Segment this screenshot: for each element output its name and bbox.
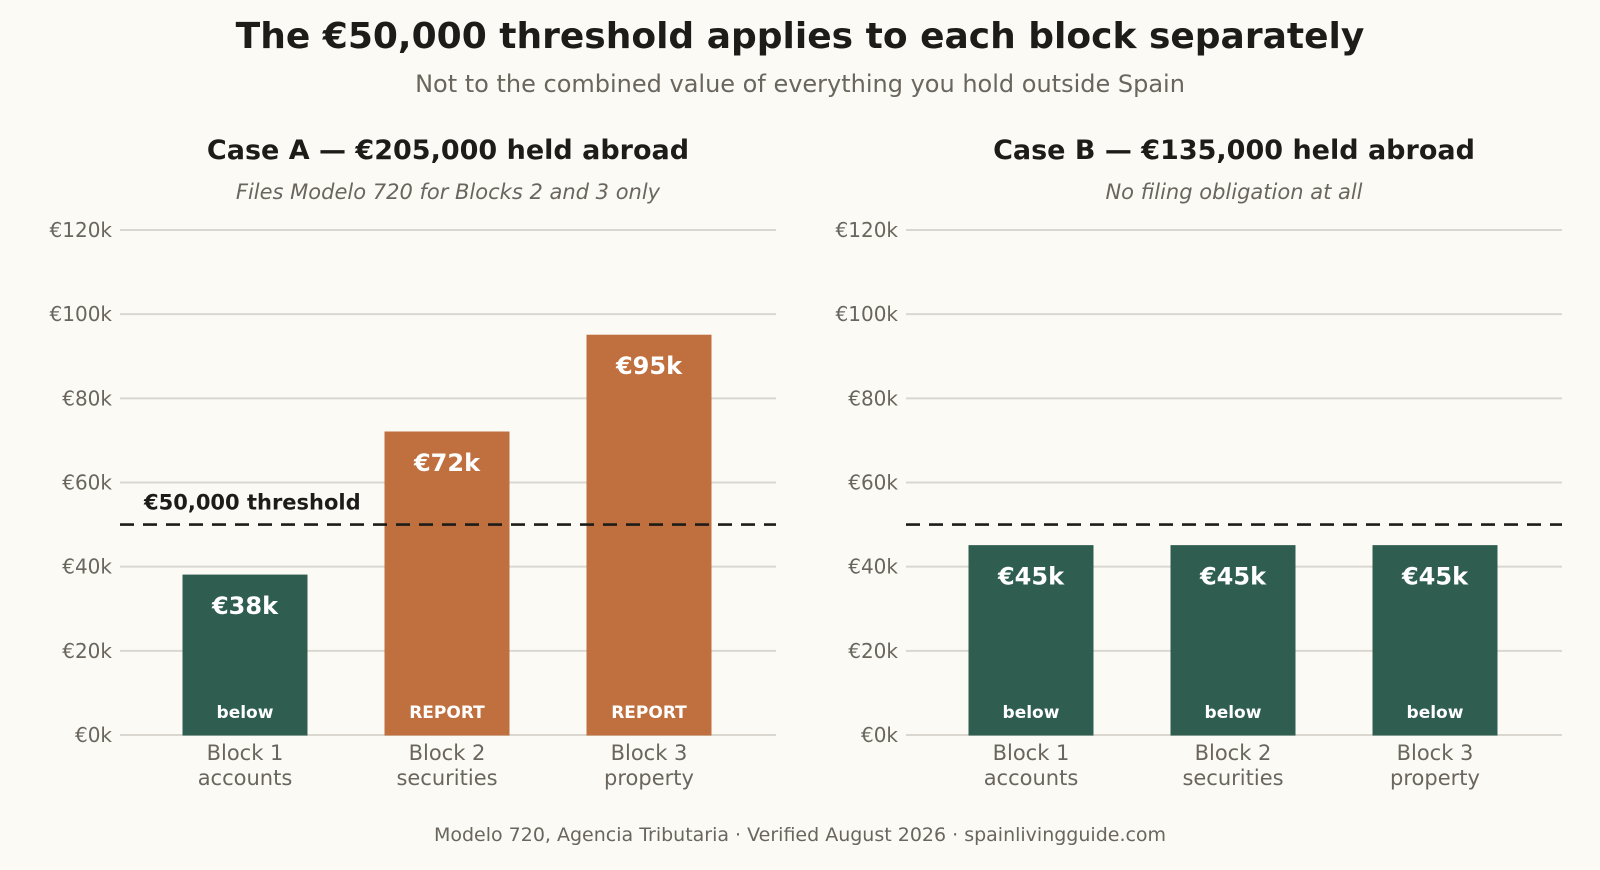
bar-3 — [1372, 545, 1498, 736]
bar-status-label: REPORT — [611, 703, 687, 723]
bar-status-label: below — [217, 703, 274, 723]
y-tick-label: €0k — [75, 723, 112, 747]
bar-value-label: €95k — [615, 352, 683, 380]
chart-subtitle: Not to the combined value of everything … — [415, 70, 1185, 98]
x-category-label: Block 1 — [993, 741, 1070, 765]
y-tick-label: €20k — [848, 639, 898, 663]
x-category-label: Block 1 — [207, 741, 284, 765]
threshold-label: €50,000 threshold — [143, 491, 361, 515]
y-tick-label: €80k — [62, 386, 112, 410]
x-category-sublabel: property — [1390, 766, 1480, 790]
x-category-sublabel: accounts — [198, 766, 293, 790]
bar-status-label: REPORT — [409, 703, 485, 723]
bar-value-label: €45k — [1199, 563, 1267, 591]
x-category-sublabel: securities — [1182, 766, 1283, 790]
x-category-sublabel: accounts — [984, 766, 1079, 790]
bar-value-label: €38k — [211, 592, 279, 620]
x-category-label: Block 2 — [409, 741, 486, 765]
chart-panel-a: Case A — €205,000 held abroad Files Model… — [50, 135, 776, 790]
source-footer: Modelo 720, Agencia Tributaria · Verifie… — [433, 824, 1167, 846]
panel-subtitle: Files Modelo 720 for Blocks 2 and 3 only — [236, 180, 661, 204]
bar-2 — [384, 431, 510, 736]
chart-panel-b: Case B — €135,000 held abroad No filing o… — [836, 135, 1562, 790]
y-tick-label: €60k — [848, 471, 898, 495]
bar-value-label: €45k — [1401, 563, 1469, 591]
y-tick-label: €40k — [848, 555, 898, 579]
bar-status-label: below — [1003, 703, 1060, 723]
y-tick-label: €120k — [836, 218, 899, 242]
chart-title: The €50,000 threshold applies to each bl… — [235, 16, 1365, 57]
bar-status-label: below — [1407, 703, 1464, 723]
bar-1 — [182, 574, 308, 736]
bar-2 — [1170, 545, 1296, 736]
x-category-label: Block 3 — [611, 741, 688, 765]
bar-status-label: below — [1205, 703, 1262, 723]
bar-1 — [968, 545, 1094, 736]
bar-value-label: €72k — [413, 449, 481, 477]
y-tick-label: €80k — [848, 386, 898, 410]
x-category-sublabel: property — [604, 766, 694, 790]
y-tick-label: €20k — [62, 639, 112, 663]
panel-title: Case A — €205,000 held abroad — [207, 135, 689, 166]
y-tick-label: €120k — [50, 218, 113, 242]
bar-value-label: €45k — [997, 563, 1065, 591]
x-category-label: Block 2 — [1195, 741, 1272, 765]
panel-title: Case B — €135,000 held abroad — [993, 135, 1475, 166]
y-tick-label: €0k — [861, 723, 898, 747]
x-category-label: Block 3 — [1397, 741, 1474, 765]
y-tick-label: €100k — [836, 302, 899, 326]
bar-3 — [586, 334, 712, 736]
y-tick-label: €40k — [62, 555, 112, 579]
y-tick-label: €100k — [50, 302, 113, 326]
x-category-sublabel: securities — [396, 766, 497, 790]
y-tick-label: €60k — [62, 471, 112, 495]
panel-subtitle: No filing obligation at all — [1105, 180, 1362, 204]
